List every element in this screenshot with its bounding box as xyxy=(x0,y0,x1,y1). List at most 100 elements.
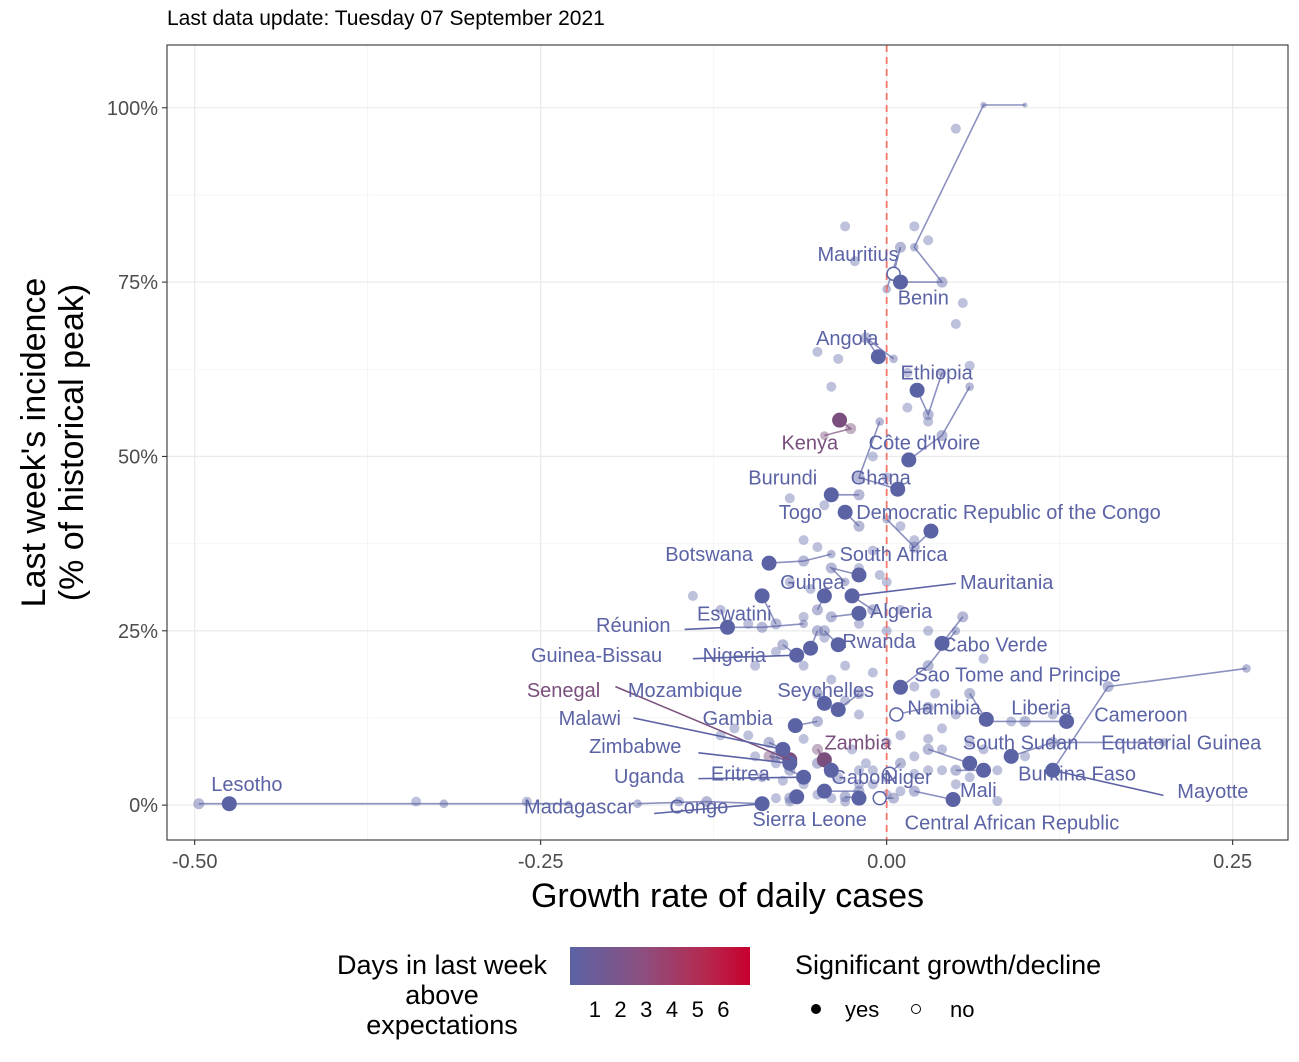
country-label: Ethiopia xyxy=(900,363,973,385)
country-point xyxy=(789,789,805,805)
faded-point xyxy=(923,235,934,246)
faded-point xyxy=(909,751,920,762)
country-point xyxy=(1003,748,1019,764)
country-point xyxy=(978,711,994,727)
country-trail xyxy=(637,800,763,805)
x-tick-label: -0.50 xyxy=(172,851,218,873)
color-legend-tick-label: 2 xyxy=(614,997,627,1022)
faded-point xyxy=(895,786,906,797)
faded-point xyxy=(964,772,975,783)
country-point xyxy=(823,487,839,503)
plot-panel xyxy=(167,45,1288,840)
trail-point xyxy=(980,101,987,109)
faded-point xyxy=(826,674,837,685)
faded-point xyxy=(715,730,726,741)
shape-legend-yes: yes xyxy=(845,997,880,1022)
country-point xyxy=(909,382,925,398)
country-label: Botswana xyxy=(665,544,754,566)
faded-point xyxy=(819,632,830,643)
country-point xyxy=(945,792,961,808)
trail-point xyxy=(853,520,865,532)
country-point-open xyxy=(882,766,897,781)
trail-point xyxy=(840,577,850,587)
faded-point xyxy=(770,793,781,804)
country-trail xyxy=(727,623,804,629)
country-label: Kenya xyxy=(781,432,839,454)
country-trail xyxy=(1010,741,1164,758)
trail-point xyxy=(922,660,934,672)
country-label: Côte d'Ivoire xyxy=(869,432,981,454)
leader-layer xyxy=(615,582,1164,815)
faded-point xyxy=(784,493,795,504)
faded-point xyxy=(909,681,920,692)
faded-point xyxy=(895,604,906,615)
faded-point xyxy=(909,535,920,546)
country-point xyxy=(754,588,770,604)
trail-point xyxy=(770,618,782,630)
trail-point xyxy=(1242,664,1251,673)
country-label: Sierra Leone xyxy=(752,809,867,831)
y-tick-label: 50% xyxy=(118,446,158,468)
label-leader-line xyxy=(615,685,791,761)
x-axis-title: Growth rate of daily cases xyxy=(531,877,924,915)
faded-point xyxy=(1020,751,1031,762)
faded-point xyxy=(964,737,975,748)
faded-point xyxy=(902,402,913,413)
trail-point xyxy=(798,555,810,567)
trail-point xyxy=(811,604,823,616)
country-label: Burkina Faso xyxy=(1018,764,1136,786)
country-point xyxy=(823,762,839,778)
country-point xyxy=(830,637,846,653)
color-legend-title-line-2: above xyxy=(405,980,479,1010)
grid-layer xyxy=(167,45,1288,840)
trail-point xyxy=(951,626,961,636)
trail-point xyxy=(439,799,449,809)
country-point xyxy=(832,412,848,428)
label-leader-line xyxy=(654,802,763,815)
country-label: Réunion xyxy=(596,615,671,637)
faded-point xyxy=(847,744,858,755)
faded-point xyxy=(950,318,961,329)
country-point xyxy=(851,790,867,806)
shape-legend-title: Significant growth/decline xyxy=(795,950,1102,980)
y-axis-title-line-2: (% of historical peak) xyxy=(53,284,91,601)
faded-point xyxy=(902,367,913,378)
trail-point xyxy=(922,743,934,755)
trail-point xyxy=(853,688,865,700)
country-label: Guinea xyxy=(780,572,845,594)
faded-point xyxy=(895,730,906,741)
faded-point xyxy=(930,688,941,699)
faded-point xyxy=(853,618,864,629)
country-trail xyxy=(900,104,1025,283)
label-leader-line xyxy=(1052,769,1164,797)
trail-point xyxy=(867,604,879,616)
trail-point xyxy=(860,332,872,344)
country-point xyxy=(923,523,939,539)
panel-border xyxy=(166,44,1289,841)
color-gradient-bar xyxy=(570,947,750,985)
country-label: Togo xyxy=(779,502,822,524)
country-point xyxy=(761,555,777,571)
country-point xyxy=(816,695,832,711)
country-label: Angola xyxy=(816,328,879,350)
trail-point xyxy=(936,430,948,442)
country-point xyxy=(870,349,886,365)
trail-point xyxy=(193,798,205,810)
country-label: South Sudan xyxy=(963,732,1079,754)
trail-point xyxy=(820,431,829,440)
country-point xyxy=(851,605,867,621)
faded-point xyxy=(867,779,878,790)
trail-point xyxy=(937,368,947,378)
country-label: Sao Tome and Principe xyxy=(914,665,1120,687)
faded-point xyxy=(840,796,851,807)
country-point xyxy=(803,640,819,656)
faded-point xyxy=(992,795,1003,806)
label-leader-line xyxy=(851,582,956,597)
faded-point xyxy=(909,221,920,232)
trail-point xyxy=(811,625,823,637)
faded-point xyxy=(874,570,885,580)
country-point xyxy=(892,679,908,695)
color-legend-tick-label: 5 xyxy=(691,997,704,1022)
